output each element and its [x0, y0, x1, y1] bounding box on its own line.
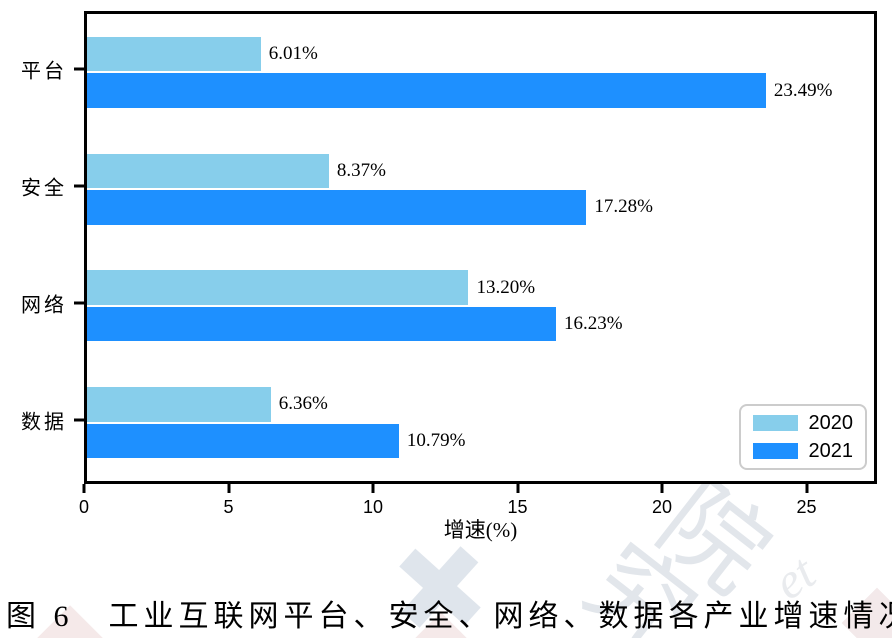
y-tick-label: 网络 [21, 294, 67, 317]
bar-2021-0 [87, 72, 766, 109]
y-tick-mark [74, 67, 84, 71]
x-axis: 0 5 10 15 20 25 [79, 484, 877, 524]
y-tick-label: 安全 [21, 177, 67, 200]
bar-2020-1 [87, 152, 329, 190]
y-tick-label: 平台 [21, 60, 67, 83]
y-tick-mark [74, 418, 84, 422]
y-tick-mark [74, 184, 84, 188]
bar-2021-3 [87, 422, 399, 460]
bar-value-label: 6.01% [268, 43, 318, 65]
legend: 2020 2021 [739, 404, 867, 470]
y-axis: 平台 安全 网络 数据 [0, 11, 84, 484]
bar-value-label: 6.36% [278, 393, 328, 415]
legend-label-2021: 2021 [808, 439, 854, 462]
y-tick-mark [74, 301, 84, 305]
x-tick-mark [516, 484, 519, 493]
bar-2021-1 [87, 189, 587, 226]
legend-row-2020: 2020 [753, 412, 853, 435]
x-tick-label: 10 [362, 497, 384, 517]
bar-value-label: 23.49% [773, 79, 833, 101]
plot-area: 6.01% 23.49% 8.37% 17.28% 13.20% 16.23% 6.36% 1… [84, 11, 877, 484]
x-tick-mark [805, 484, 808, 493]
legend-label-2020: 2020 [808, 411, 854, 434]
x-tick-label: 0 [78, 497, 90, 517]
x-tick-label: 20 [651, 497, 673, 517]
legend-row-2021: 2021 [753, 440, 853, 463]
x-tick-label: 25 [796, 497, 817, 517]
bar-2020-0 [87, 35, 261, 73]
bar-value-label: 16.23% [564, 313, 623, 335]
x-tick-mark [371, 484, 375, 493]
legend-swatch-2021 [753, 443, 798, 459]
bar-2020-2 [87, 269, 469, 306]
x-tick-mark [82, 484, 86, 493]
figure-caption: 图 6 工业互联网平台、安全、网络、数据各产业增速情况 [6, 600, 892, 633]
y-tick-label: 数据 [21, 411, 67, 434]
x-tick-mark [227, 484, 230, 493]
legend-swatch-2020 [753, 415, 798, 431]
x-tick-label: 15 [507, 497, 528, 517]
x-tick-mark [660, 484, 664, 493]
bar-value-label: 17.28% [594, 196, 653, 218]
bar-value-label: 10.79% [406, 429, 466, 451]
bar-2021-2 [87, 305, 557, 343]
bar-value-label: 13.20% [476, 276, 536, 298]
x-axis-label: 增速(%) [443, 518, 518, 542]
bar-value-label: 8.37% [336, 159, 386, 181]
x-tick-label: 5 [223, 497, 234, 517]
bar-2020-3 [87, 386, 271, 423]
